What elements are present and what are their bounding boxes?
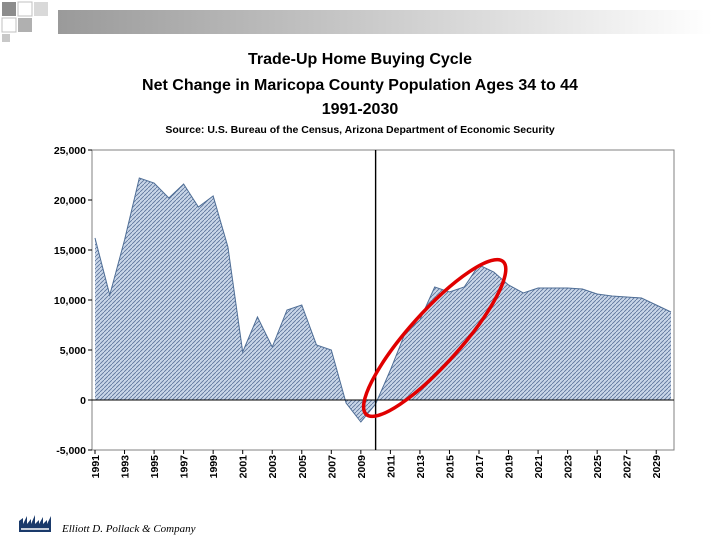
data-point: [611, 295, 613, 297]
x-tick-label: 2011: [385, 455, 397, 478]
y-tick-label: 10,000: [54, 295, 86, 307]
data-point: [581, 288, 583, 290]
data-point: [345, 402, 347, 404]
data-point: [316, 344, 318, 346]
y-tick-label: 5,000: [60, 345, 86, 357]
data-point: [197, 206, 199, 208]
data-point: [537, 287, 539, 289]
y-tick-label: -5,000: [56, 445, 86, 457]
x-tick-label: 2021: [533, 455, 545, 479]
y-tick-label: 15,000: [54, 245, 86, 257]
x-tick-label: 2017: [474, 455, 486, 479]
data-point: [109, 294, 111, 296]
data-point: [227, 246, 229, 248]
data-point: [389, 369, 391, 371]
data-point: [153, 182, 155, 184]
x-tick-label: 2001: [238, 455, 250, 479]
data-point: [286, 309, 288, 311]
company-logo: [18, 512, 56, 534]
data-point: [183, 183, 185, 185]
data-point: [271, 346, 273, 348]
data-point: [626, 296, 628, 298]
data-point: [670, 311, 672, 313]
x-tick-label: 2015: [444, 455, 456, 479]
data-point: [522, 292, 524, 294]
x-tick-label: 2005: [297, 455, 309, 479]
data-point: [448, 291, 450, 293]
data-point: [330, 349, 332, 351]
x-tick-label: 2027: [622, 455, 634, 479]
data-point: [508, 284, 510, 286]
data-point: [212, 195, 214, 197]
data-point: [168, 197, 170, 199]
data-point: [256, 316, 258, 318]
data-point: [94, 237, 96, 239]
x-tick-label: 1993: [120, 455, 132, 479]
data-point: [301, 304, 303, 306]
x-tick-label: 1995: [149, 455, 161, 479]
data-point: [242, 351, 244, 353]
x-tick-label: 2003: [267, 455, 279, 479]
data-point: [493, 271, 495, 273]
x-tick-label: 1999: [208, 455, 220, 479]
data-point: [124, 239, 126, 241]
data-point: [552, 287, 554, 289]
footer-company-name: Elliott D. Pollack & Company: [62, 523, 196, 535]
data-point: [138, 177, 140, 179]
y-tick-label: 0: [80, 395, 86, 407]
data-point: [596, 293, 598, 295]
data-point: [360, 421, 362, 423]
x-tick-label: 2023: [563, 455, 575, 479]
x-tick-label: 1991: [90, 455, 102, 479]
y-tick-label: 20,000: [54, 195, 86, 207]
x-tick-label: 2025: [592, 455, 604, 479]
data-point: [567, 287, 569, 289]
x-tick-label: 1997: [179, 455, 191, 479]
data-point: [640, 297, 642, 299]
y-tick-label: 25,000: [54, 145, 86, 157]
data-point: [655, 304, 657, 306]
x-tick-label: 2029: [651, 455, 663, 479]
area-chart: -5,000 0 5,000 10,000 15,000 20,000 25,000 199…: [0, 0, 720, 540]
x-tick-label: 2009: [356, 455, 368, 479]
data-point: [434, 286, 436, 288]
x-tick-label: 2019: [504, 455, 516, 479]
data-point: [419, 319, 421, 321]
x-tick-label: 2007: [326, 455, 338, 479]
data-point: [463, 286, 465, 288]
x-tick-label: 2013: [415, 455, 427, 479]
